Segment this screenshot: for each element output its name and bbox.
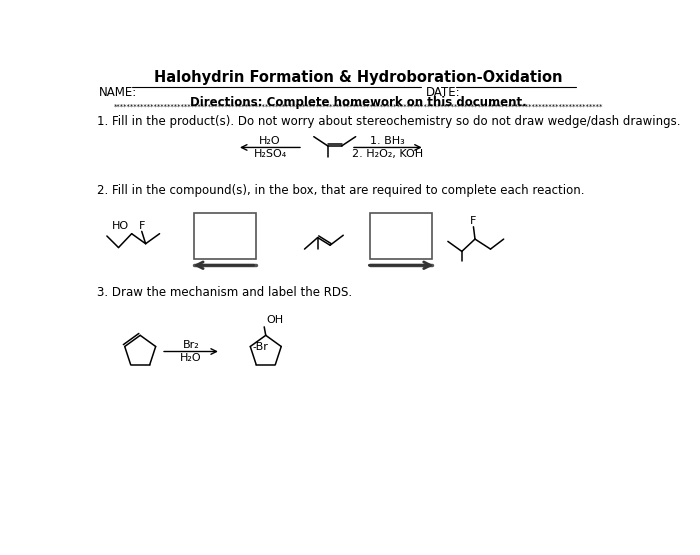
Text: F: F xyxy=(470,216,477,226)
Text: H₂O: H₂O xyxy=(180,353,202,363)
Text: 3. Draw the mechanism and label the RDS.: 3. Draw the mechanism and label the RDS. xyxy=(97,286,352,299)
Text: HO: HO xyxy=(111,221,129,231)
Text: -Br: -Br xyxy=(253,341,269,351)
Text: H₂SO₄: H₂SO₄ xyxy=(253,149,286,159)
Text: Br₂: Br₂ xyxy=(183,340,200,350)
Text: H₂O: H₂O xyxy=(259,136,281,146)
Text: F: F xyxy=(139,220,145,231)
Text: 2. Fill in the compound(s), in the box, that are required to complete each react: 2. Fill in the compound(s), in the box, … xyxy=(97,184,584,198)
Text: DATE:: DATE: xyxy=(426,86,460,99)
Text: NAME:: NAME: xyxy=(99,86,137,99)
Bar xyxy=(195,213,256,259)
Text: OH: OH xyxy=(267,315,284,325)
Text: Directions: Complete homework on this document.: Directions: Complete homework on this do… xyxy=(190,96,527,109)
Bar xyxy=(370,213,433,259)
Text: 1. BH₃: 1. BH₃ xyxy=(370,136,405,146)
Text: ********************************************************************************: ****************************************… xyxy=(114,104,603,109)
Text: Halohydrin Formation & Hydroboration-Oxidation: Halohydrin Formation & Hydroboration-Oxi… xyxy=(155,70,563,85)
Text: 1. Fill in the product(s). Do not worry about stereochemistry so do not draw wed: 1. Fill in the product(s). Do not worry … xyxy=(97,115,680,128)
Text: 2. H₂O₂, KOH: 2. H₂O₂, KOH xyxy=(352,149,424,159)
